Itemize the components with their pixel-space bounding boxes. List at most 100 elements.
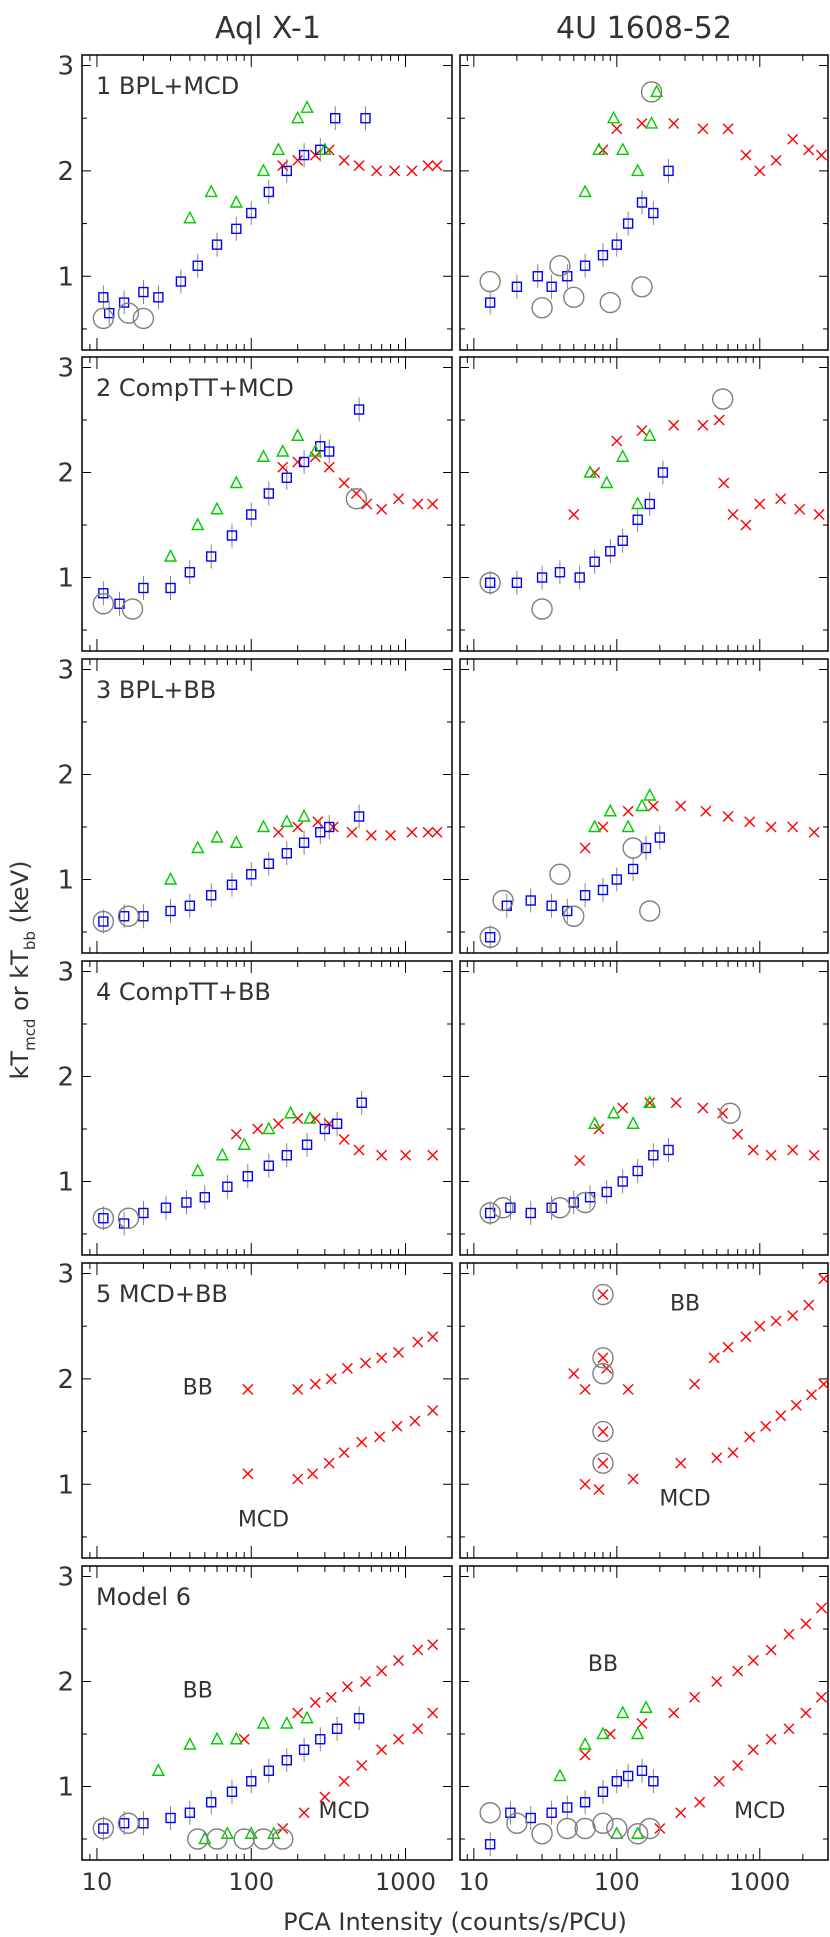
triangle-point (256, 1715, 271, 1729)
triangle-point (553, 1768, 567, 1782)
panel-grid: 1 2 3 1 BPL+MCD 1 2 3 2 CompTT+MCD 1 2 3 3 BPL+BB 1 2… (57, 52, 830, 1896)
circle-point (479, 1802, 501, 1824)
cross-point (611, 123, 623, 135)
panel-10: BB MCD (459, 1262, 830, 1559)
square-point (579, 1790, 591, 1815)
triangle-point (606, 1105, 621, 1119)
cross-point (230, 1128, 242, 1140)
square-point (663, 1138, 674, 1162)
cross-point (376, 1352, 388, 1364)
square-point (226, 872, 238, 897)
square-point (98, 285, 109, 310)
square-point (484, 925, 496, 950)
cross-point (644, 1097, 656, 1109)
circle-point (549, 863, 571, 885)
y-tick-label: 3 (57, 52, 74, 82)
cross-point (597, 1457, 609, 1469)
cross-point (636, 1718, 648, 1729)
cross-point (689, 1378, 701, 1390)
circle-point (639, 900, 661, 922)
square-point (231, 216, 242, 241)
cross-point (783, 1723, 795, 1735)
square-point (617, 1169, 628, 1194)
triangle-point (631, 1726, 645, 1740)
cross-point (309, 451, 321, 463)
square-point (554, 560, 566, 585)
square-point (611, 1769, 623, 1794)
cross-point (579, 1478, 591, 1490)
cross-point (775, 1410, 787, 1422)
triangle-point (639, 1700, 653, 1713)
circle-point (592, 1347, 614, 1369)
triangle-point (596, 1726, 610, 1740)
circle-point (627, 1823, 649, 1845)
panel-label: 3 BPL+BB (96, 676, 216, 704)
square-point (315, 820, 326, 845)
triangle-point (229, 194, 243, 208)
triangle-point (303, 1110, 317, 1124)
triangle-point (229, 835, 243, 848)
cross-point (412, 1336, 424, 1348)
y-tick-label: 1 (57, 1168, 74, 1198)
cross-point (597, 144, 609, 156)
cross-point (292, 1473, 304, 1485)
cross-point (694, 1796, 706, 1808)
cross-point (611, 435, 623, 447)
cross-point (392, 1655, 404, 1666)
panel-7: 1 2 3 4 CompTT+BB (57, 958, 453, 1256)
panel-frame (81, 658, 453, 954)
y-tick-label: 1 (57, 1470, 74, 1500)
cross-point (579, 1383, 591, 1395)
triangle-point (650, 84, 664, 98)
cross-point (697, 1102, 709, 1114)
cross-point (815, 149, 827, 161)
cross-point (376, 503, 388, 515)
cross-point (747, 1655, 759, 1666)
cross-point (668, 117, 680, 129)
cross-point (376, 1149, 388, 1161)
cross-point (409, 1415, 421, 1427)
square-point (192, 253, 203, 278)
triangle-point (318, 142, 332, 156)
circle-point (233, 1828, 255, 1850)
square-point (138, 1811, 149, 1836)
triangle-point (635, 798, 649, 812)
cross-point (325, 1691, 337, 1703)
circle-point (117, 905, 140, 927)
cross-point (427, 1331, 439, 1343)
cross-point (272, 1118, 284, 1130)
cross-point (787, 821, 799, 833)
triangle-point (600, 475, 614, 489)
square-point (98, 1206, 109, 1231)
square-point (301, 1132, 313, 1157)
cross-point (392, 1347, 404, 1359)
cross-point (727, 1447, 739, 1459)
cross-point (689, 1691, 701, 1703)
square-point (617, 528, 628, 553)
circle-point (639, 1817, 661, 1840)
square-point (205, 1790, 217, 1815)
cross-point (338, 1134, 350, 1145)
square-point (648, 1143, 659, 1168)
panel-frame (81, 1262, 453, 1559)
panel-label: 4 CompTT+BB (96, 978, 271, 1006)
cross-point (754, 1320, 766, 1332)
triangle-point (616, 1705, 630, 1719)
triangle-point (643, 787, 657, 801)
cross-point (319, 1791, 331, 1803)
cross-point (806, 1389, 817, 1401)
triangle-point (276, 443, 290, 457)
cross-point (675, 1807, 687, 1819)
cross-point (309, 149, 321, 161)
cross-point (732, 1665, 744, 1677)
triangle-point (191, 840, 205, 854)
circle-point (556, 1817, 578, 1840)
cross-point (323, 461, 335, 473)
cross-point (697, 419, 709, 431)
y-tick-label: 1 (57, 564, 74, 594)
y-tick-label: 2 (57, 1365, 74, 1395)
annotation-label: BB (183, 1678, 213, 1703)
triangle-point (280, 1715, 294, 1729)
triangle-point (191, 1163, 205, 1177)
triangle-point (183, 1736, 197, 1750)
